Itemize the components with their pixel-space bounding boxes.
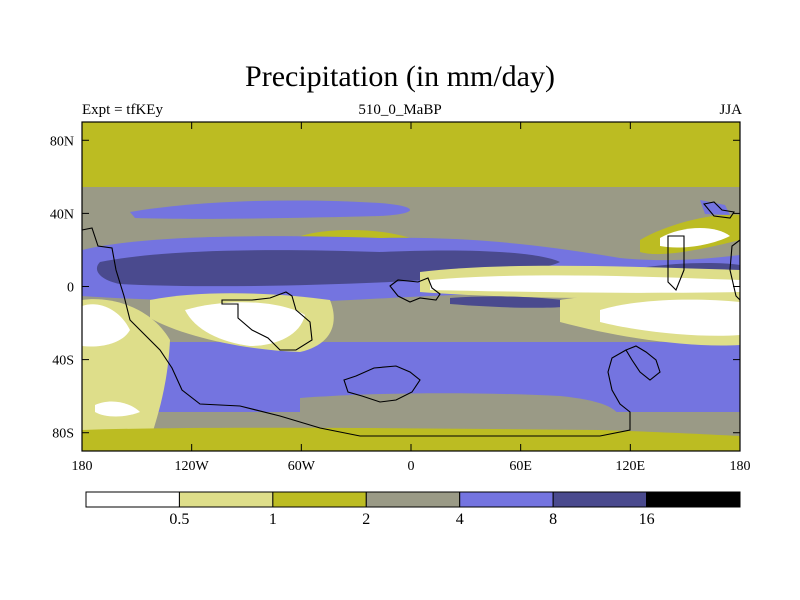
pangaea-west-outline — [81, 227, 631, 437]
east-edge-outline — [729, 239, 741, 301]
x-tick-label: 180 — [730, 459, 751, 474]
x-tick-label: 180 — [72, 459, 93, 474]
x-tick-label: 60E — [509, 459, 532, 474]
colorbar-swatch — [552, 491, 648, 508]
y-tick-label: 40S — [52, 354, 74, 369]
east-block-outline — [667, 235, 685, 291]
colorbar-swatch — [85, 491, 180, 508]
axis-ticks: 180 120W 60W 0 60E 120E 180 80N 40N 0 40S 80S — [50, 122, 751, 474]
colorbar-swatch — [646, 491, 741, 508]
y-tick-label: 40N — [50, 207, 74, 222]
colorbar-label: 8 — [549, 511, 557, 528]
continent-outlines — [81, 201, 741, 437]
pangaea-inner-outline — [221, 291, 313, 351]
x-tick-label: 60W — [288, 459, 316, 474]
colorbar-swatch — [365, 491, 461, 508]
southwest-dry-spot — [95, 401, 140, 417]
x-tick-label: 0 — [408, 459, 415, 474]
colorbar-swatch — [459, 491, 554, 508]
age-label: 510_0_MaBP — [358, 102, 442, 118]
colorbar: 0.5 1 2 4 8 16 — [85, 491, 741, 528]
southeast-outline — [625, 345, 661, 381]
y-tick-label: 0 — [67, 281, 74, 296]
north-blue-streak — [130, 200, 410, 219]
southern-grey-tongue — [300, 393, 620, 420]
colorbar-label: 4 — [456, 511, 464, 528]
colorbar-label: 16 — [639, 511, 655, 528]
colorbar-label: 2 — [362, 511, 370, 528]
colorbar-swatch — [178, 491, 274, 508]
y-tick-label: 80S — [52, 427, 74, 442]
north-china-outline — [389, 277, 441, 303]
equatorial-dry-tongue — [430, 275, 740, 293]
colorbar-label: 1 — [269, 511, 277, 528]
equatorial-blue-streak — [450, 296, 590, 308]
chart-title: Precipitation (in mm/day) — [245, 60, 555, 93]
colorbar-swatch — [272, 491, 367, 508]
dry-east-north — [660, 227, 730, 248]
southeast-dry-core — [600, 299, 740, 336]
season-label: JJA — [719, 102, 742, 118]
colorbar-label: 0.5 — [169, 511, 189, 528]
southwest-dry-core — [82, 304, 130, 347]
x-tick-label: 120E — [616, 459, 646, 474]
band-polar-north — [82, 122, 740, 187]
map-field — [82, 122, 740, 451]
y-tick-label: 80N — [50, 134, 74, 149]
north-island-outline — [702, 201, 735, 219]
south-block-outline — [343, 365, 421, 403]
x-tick-label: 120W — [175, 459, 210, 474]
experiment-label: Expt = tfKEy — [82, 102, 163, 118]
southern-high-dry — [82, 427, 740, 451]
